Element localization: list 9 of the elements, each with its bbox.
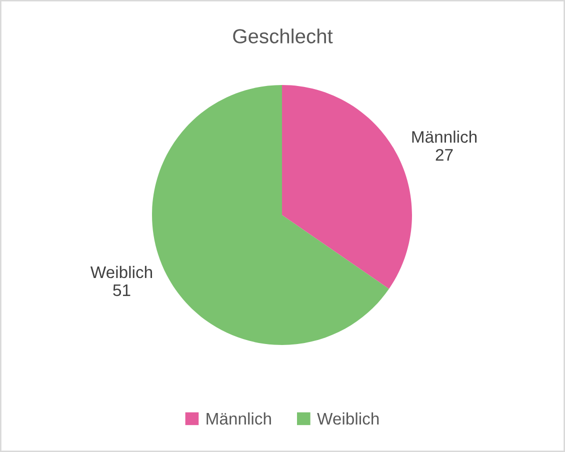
chart-title: Geschlecht: [233, 28, 333, 44]
pie-slice: [282, 85, 412, 289]
slice-label: Weiblich: [90, 266, 152, 278]
legend-label: Männlich: [206, 412, 271, 425]
legend-label: Weiblich: [317, 412, 379, 425]
data-label: 51: [113, 284, 130, 296]
slice-label: Männlich: [412, 130, 477, 143]
pie-slice: [152, 85, 389, 345]
data-label: 27: [436, 148, 453, 161]
